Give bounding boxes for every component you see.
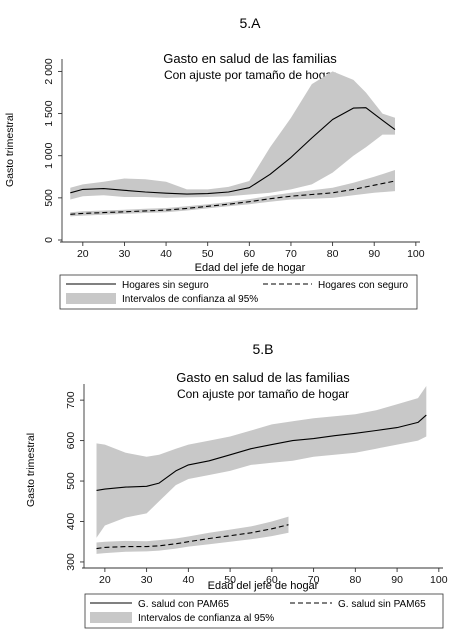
- x-tick-label: 40: [183, 574, 195, 586]
- chart-title: Gasto en salud de las familias: [176, 370, 350, 385]
- y-axis-label: Gasto trimestral: [25, 433, 37, 507]
- legend-label: Hogares sin seguro: [122, 280, 209, 291]
- legend: G. salud con PAM65 G. salud sin PAM65 In…: [84, 593, 444, 629]
- series-line: [70, 107, 396, 195]
- legend-box: [84, 593, 444, 629]
- panel-label: 5.A: [239, 15, 261, 31]
- chart-title: Gasto en salud de las familias: [163, 51, 337, 66]
- x-tick-label: 40: [160, 248, 172, 260]
- x-tick-label: 90: [368, 248, 380, 260]
- x-axis-label: Edad del jefe de hogar: [195, 262, 306, 274]
- plot-area: 20 30 40 50 60 70 80 90 100 300 400 500 600 700: [65, 384, 448, 586]
- x-tick-label: 100: [430, 574, 448, 586]
- panel-5a: 5.A Gasto en salud de las familias Con a…: [4, 15, 425, 310]
- y-axis-label: Gasto trimestral: [4, 113, 16, 187]
- y-tick-label: 300: [65, 553, 77, 571]
- x-tick-label: 80: [327, 248, 339, 260]
- legend-label: Hogares con seguro: [318, 280, 408, 291]
- ci-band: [70, 71, 396, 200]
- x-tick-label: 70: [308, 574, 320, 586]
- y-tick-label: 400: [65, 513, 77, 531]
- chart-subtitle: Con ajuste por tamaño de hogar: [177, 387, 349, 401]
- x-tick-label: 20: [77, 248, 89, 260]
- series-line: [96, 524, 289, 550]
- y-tick-label: 500: [43, 189, 55, 207]
- x-tick-label: 50: [202, 248, 214, 260]
- legend-label: G. salud sin PAM65: [338, 599, 426, 610]
- y-tick-label: 1 000: [43, 142, 55, 168]
- x-tick-label: 30: [119, 248, 131, 260]
- ci-band: [96, 516, 289, 554]
- x-tick-label: 20: [99, 574, 111, 586]
- x-tick-label: 60: [266, 574, 278, 586]
- chart-subtitle: Con ajuste por tamaño de hogar: [164, 68, 336, 82]
- y-tick-label: 500: [65, 472, 77, 490]
- legend-label: Intervalos de confianza al 95%: [122, 294, 258, 305]
- legend-label: G. salud con PAM65: [138, 599, 229, 610]
- legend-ci-swatch: [90, 612, 132, 623]
- x-tick-label: 100: [407, 248, 425, 260]
- x-tick-label: 80: [349, 574, 361, 586]
- ci-band: [96, 386, 427, 538]
- y-tick-label: 1 500: [43, 100, 55, 126]
- legend-ci-swatch: [66, 293, 116, 304]
- x-tick-label: 60: [243, 248, 255, 260]
- x-tick-label: 90: [391, 574, 403, 586]
- y-tick-label: 2 000: [43, 58, 55, 84]
- series-line: [96, 414, 427, 491]
- legend-box: [59, 274, 418, 310]
- legend: Hogares sin seguro Hogares con seguro In…: [59, 274, 418, 310]
- y-tick-label: 700: [65, 391, 77, 409]
- panel-label: 5.B: [252, 341, 273, 357]
- legend-label: Intervalos de confianza al 95%: [138, 613, 274, 624]
- y-tick-label: 600: [65, 432, 77, 450]
- x-tick-label: 30: [141, 574, 153, 586]
- x-tick-label: 50: [224, 574, 236, 586]
- x-tick-label: 70: [285, 248, 297, 260]
- x-axis-label: Edad del jefe de hogar: [208, 580, 319, 592]
- y-tick-label: 0: [43, 237, 55, 243]
- panel-5b: 5.B Gasto en salud de las familias Con a…: [25, 341, 448, 629]
